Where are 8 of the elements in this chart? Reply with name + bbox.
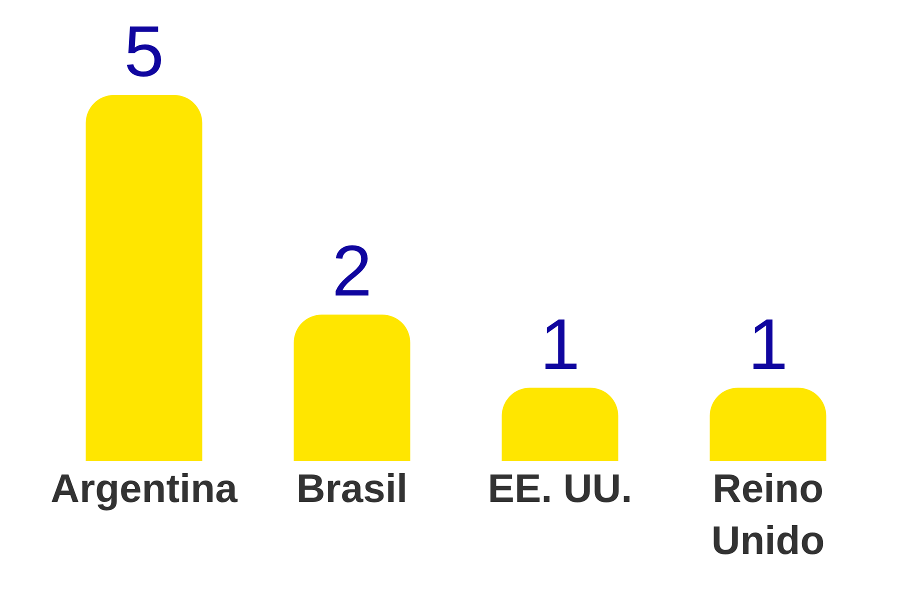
data-label: 2 [332,232,372,312]
data-label: 5 [124,12,164,92]
x-tick-label: Brasil [296,467,408,511]
data-label: 1 [748,304,788,385]
x-tick-label: Reino Unido [711,467,825,563]
data-label: 1 [540,304,580,385]
x-tick-label: Argentina [50,467,238,511]
x-tick-label: EE. UU. [488,467,632,511]
